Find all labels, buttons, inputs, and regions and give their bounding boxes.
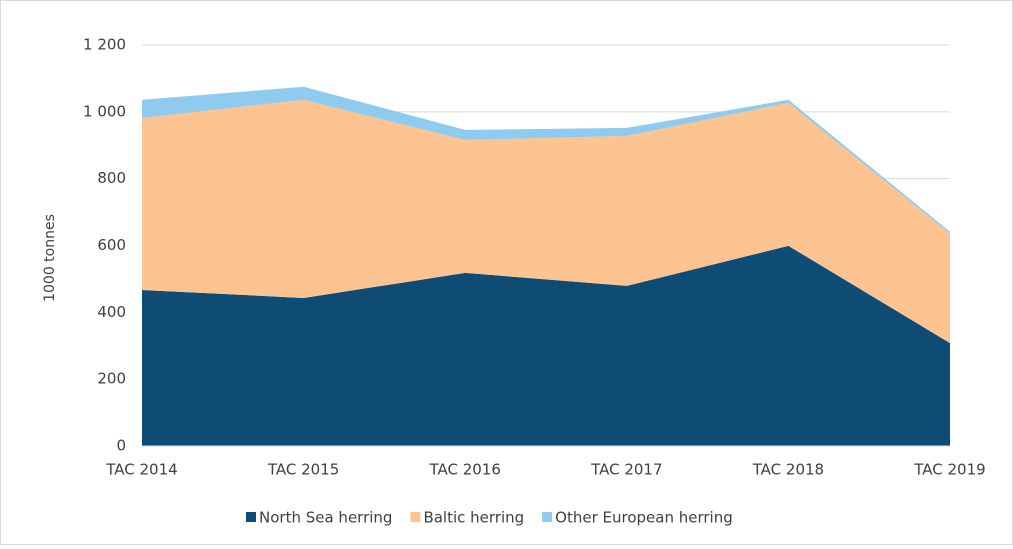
x-tick-label: TAC 2015 (267, 461, 339, 479)
legend-swatch (410, 512, 421, 522)
x-tick-label: TAC 2017 (590, 461, 662, 479)
y-tick-label: 800 (97, 169, 126, 187)
y-tick-label: 400 (97, 303, 126, 321)
y-tick-label: 600 (97, 236, 126, 254)
legend-label: North Sea herring (259, 509, 392, 527)
legend-swatch (246, 512, 256, 522)
labels: 0 200 400 600 800 1 000 1 200 TAC 2014 TAC 2015 T… (83, 36, 986, 479)
x-tick-label: TAC 2014 (105, 461, 177, 479)
y-tick-label: 0 (116, 437, 126, 455)
x-tick-label: TAC 2019 (913, 461, 985, 479)
legend-label: Baltic herring (423, 509, 524, 527)
y-tick-label: 200 (97, 370, 126, 388)
area (142, 99, 950, 344)
area (142, 86, 950, 234)
x-tick-label: TAC 2016 (428, 461, 500, 479)
y-tick-label: 1 200 (83, 36, 126, 54)
legend-label: Other European herring (555, 509, 733, 527)
areas (142, 86, 950, 446)
y-tick-label: 1 000 (83, 102, 126, 120)
legend-swatch (542, 512, 553, 522)
y-axis-label: 1000 tonnes (42, 214, 58, 302)
area (142, 245, 950, 446)
legend: North Sea herring Baltic herring Other Eur… (246, 509, 733, 527)
x-tick-label: TAC 2018 (752, 461, 824, 479)
